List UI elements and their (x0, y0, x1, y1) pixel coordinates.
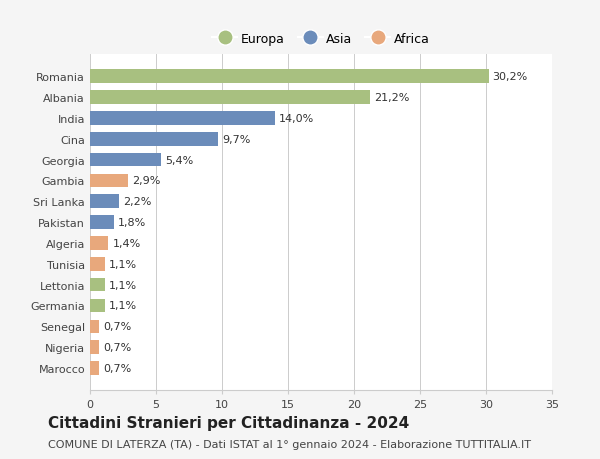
Legend: Europa, Asia, Africa: Europa, Asia, Africa (208, 28, 434, 51)
Bar (90, 257, 104, 271)
Text: 21,2%: 21,2% (374, 93, 409, 103)
Text: 1,8%: 1,8% (118, 218, 146, 228)
Text: 14,0%: 14,0% (279, 114, 314, 123)
Text: COMUNE DI LATERZA (TA) - Dati ISTAT al 1° gennaio 2024 - Elaborazione TUTTITALIA: COMUNE DI LATERZA (TA) - Dati ISTAT al 1… (48, 440, 531, 449)
Text: Cittadini Stranieri per Cittadinanza - 2024: Cittadini Stranieri per Cittadinanza - 2… (48, 415, 409, 430)
Bar (90, 320, 99, 333)
Text: 0,7%: 0,7% (103, 363, 131, 373)
Bar (90, 278, 104, 292)
Bar (90, 216, 114, 230)
Bar (90, 299, 104, 313)
Bar (90, 361, 99, 375)
Text: 1,4%: 1,4% (112, 238, 140, 248)
Bar (90, 112, 275, 125)
Bar (90, 174, 128, 188)
Text: 9,7%: 9,7% (222, 134, 250, 145)
Text: 2,9%: 2,9% (132, 176, 161, 186)
Bar (90, 133, 218, 146)
Bar (90, 195, 119, 208)
Bar (90, 153, 161, 167)
Text: 30,2%: 30,2% (493, 72, 528, 82)
Text: 1,1%: 1,1% (109, 301, 137, 311)
Text: 0,7%: 0,7% (103, 342, 131, 353)
Bar (90, 70, 488, 84)
Text: 1,1%: 1,1% (109, 280, 137, 290)
Text: 2,2%: 2,2% (123, 197, 151, 207)
Bar (90, 91, 370, 105)
Text: 1,1%: 1,1% (109, 259, 137, 269)
Bar (90, 341, 99, 354)
Bar (90, 237, 109, 250)
Text: 5,4%: 5,4% (165, 155, 193, 165)
Text: 0,7%: 0,7% (103, 322, 131, 331)
